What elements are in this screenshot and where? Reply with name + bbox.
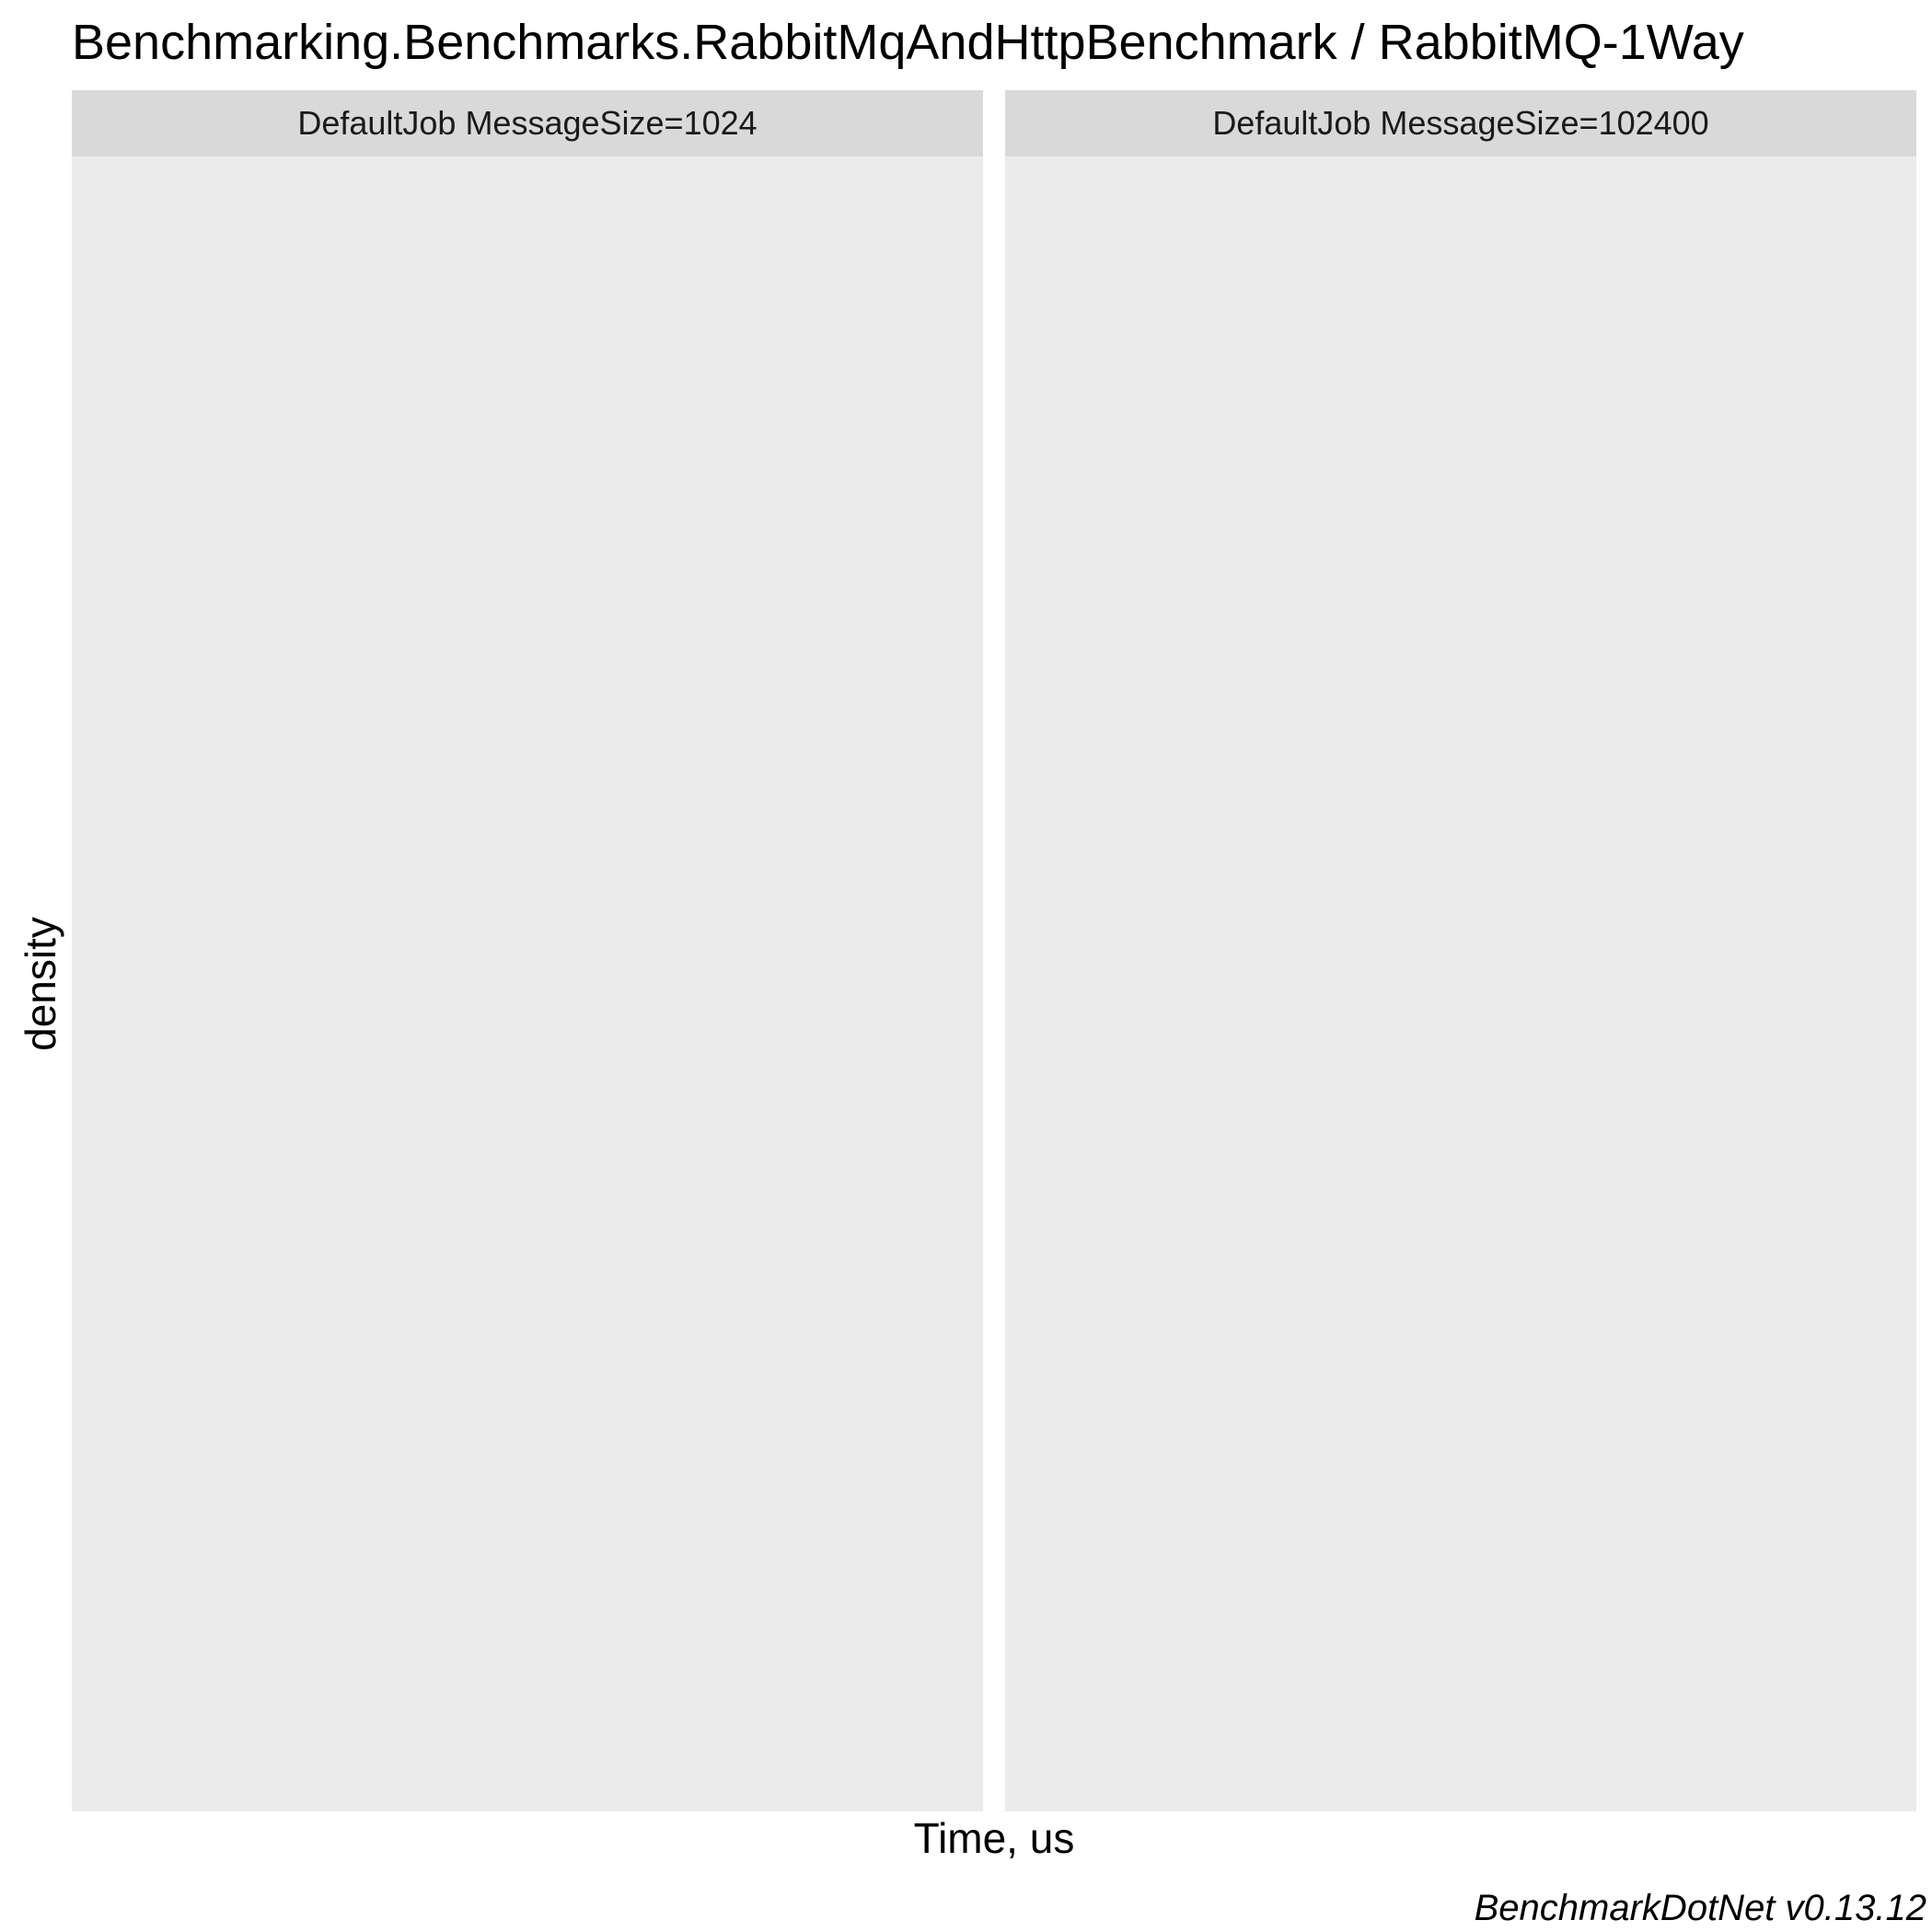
facet-panel-2 bbox=[1005, 156, 1916, 1811]
y-axis-label: density bbox=[17, 917, 64, 1051]
facet-label-1: DefaultJob MessageSize=1024 bbox=[297, 104, 758, 142]
chart-title: Benchmarking.Benchmarks.RabbitMqAndHttpB… bbox=[72, 15, 1744, 70]
facet-panel-1 bbox=[72, 156, 983, 1811]
facet-strip-2: DefaultJob MessageSize=102400 bbox=[1005, 90, 1916, 156]
caption: BenchmarkDotNet v0.13.12 bbox=[1474, 1888, 1926, 1928]
facet-label-2: DefaultJob MessageSize=102400 bbox=[1212, 104, 1709, 142]
x-axis-label: Time, us bbox=[913, 1814, 1075, 1862]
facet-strip-1: DefaultJob MessageSize=1024 bbox=[72, 90, 983, 156]
